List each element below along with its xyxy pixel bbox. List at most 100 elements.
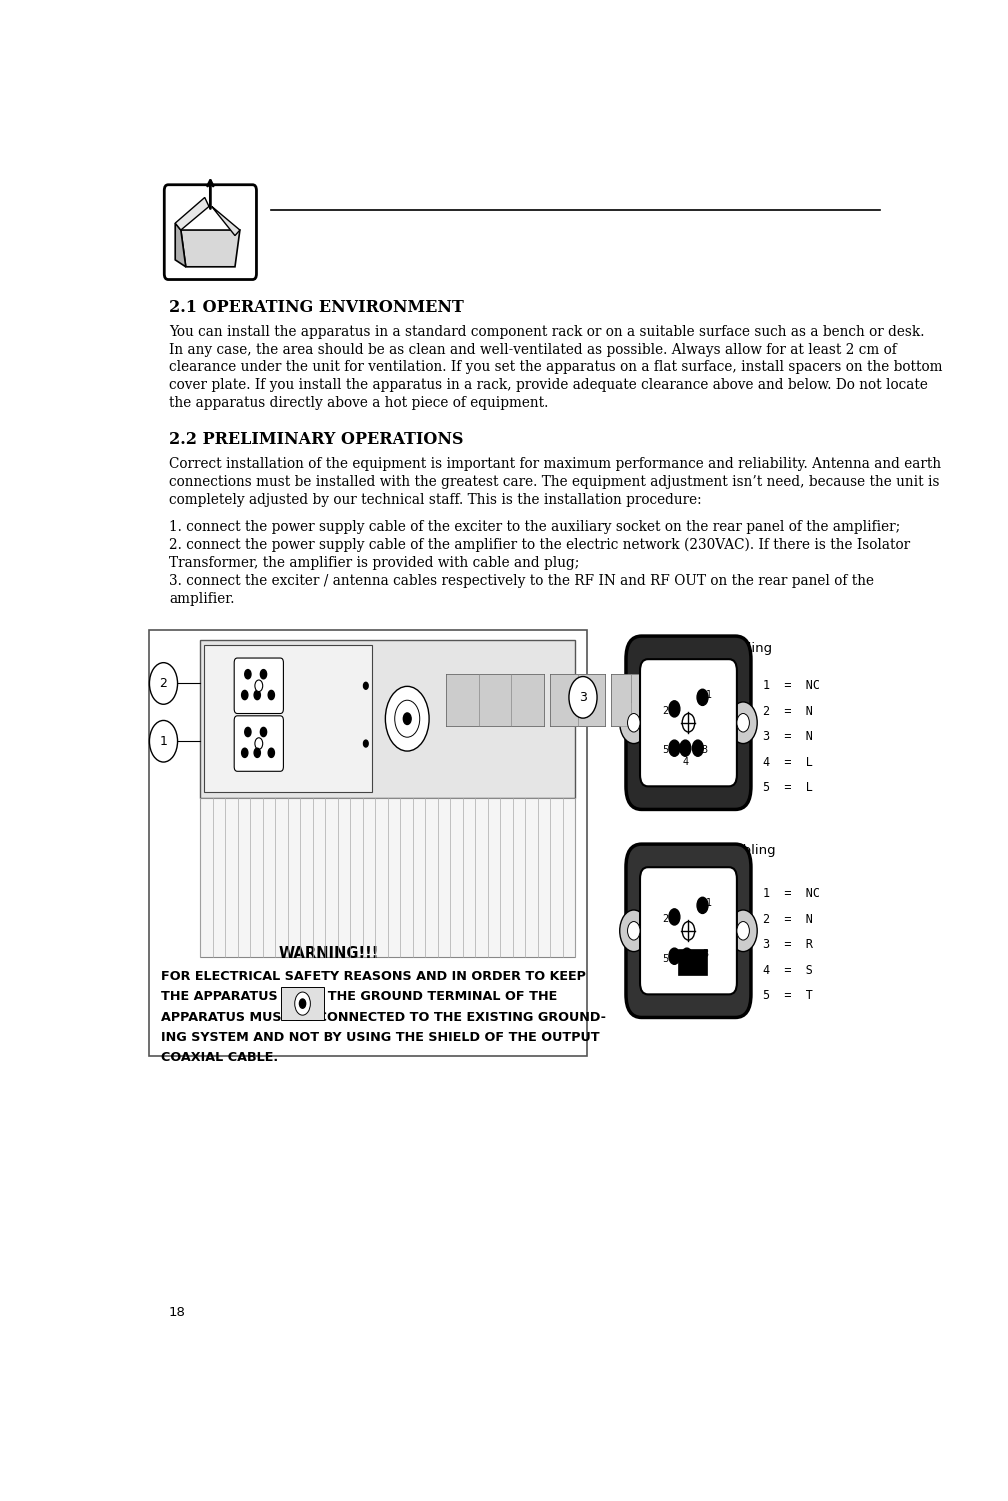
Text: completely adjusted by our technical staff. This is the installation procedure:: completely adjusted by our technical sta… (169, 492, 702, 507)
Circle shape (692, 740, 704, 757)
Circle shape (669, 740, 679, 757)
Polygon shape (175, 224, 185, 267)
Circle shape (620, 702, 648, 743)
Text: cover plate. If you install the apparatus in a rack, provide adequate clearance : cover plate. If you install the apparatu… (169, 378, 927, 392)
FancyBboxPatch shape (626, 636, 751, 809)
Circle shape (149, 720, 177, 763)
Bar (201, 799, 576, 958)
Circle shape (669, 949, 679, 964)
Text: 1: 1 (159, 735, 167, 747)
Bar (447, 674, 479, 726)
Polygon shape (175, 198, 209, 230)
Text: 2. connect the power supply cable of the amplifier to the electric network (230V: 2. connect the power supply cable of the… (169, 537, 910, 552)
Circle shape (729, 702, 757, 743)
Circle shape (698, 689, 708, 705)
Circle shape (364, 740, 368, 747)
Text: 5  =  L: 5 = L (763, 781, 812, 794)
Text: 5  =  T: 5 = T (763, 989, 812, 1003)
Circle shape (698, 898, 708, 914)
Text: 1. connect the power supply cable of the exciter to the auxiliary socket on the : 1. connect the power supply cable of the… (169, 519, 900, 534)
Circle shape (294, 992, 310, 1015)
Text: FOR ELECTRICAL SAFETY REASONS AND IN ORDER TO KEEP: FOR ELECTRICAL SAFETY REASONS AND IN ORD… (161, 970, 586, 983)
Text: 4  =  L: 4 = L (763, 755, 812, 769)
Circle shape (737, 922, 749, 940)
Text: WARNING!!!: WARNING!!! (279, 946, 379, 961)
Circle shape (364, 683, 368, 689)
Text: 1  =  NC: 1 = NC (763, 680, 820, 692)
Circle shape (681, 949, 692, 964)
Circle shape (254, 747, 260, 758)
Circle shape (682, 922, 695, 940)
Bar (631, 674, 650, 726)
Text: 1: 1 (706, 898, 712, 908)
FancyBboxPatch shape (626, 844, 751, 1018)
Circle shape (403, 713, 411, 725)
Text: APPARATUS MUST BE CONNECTED TO THE EXISTING GROUND-: APPARATUS MUST BE CONNECTED TO THE EXIST… (161, 1010, 606, 1024)
Text: 5: 5 (662, 953, 668, 964)
FancyBboxPatch shape (640, 659, 737, 787)
Circle shape (395, 699, 419, 737)
Text: the apparatus directly above a hot piece of equipment.: the apparatus directly above a hot piece… (169, 396, 548, 410)
Polygon shape (180, 230, 240, 267)
Bar (611, 674, 650, 726)
Circle shape (628, 922, 640, 940)
Circle shape (620, 910, 648, 952)
Text: You can install the apparatus in a standard component rack or on a suitable surf: You can install the apparatus in a stand… (169, 324, 924, 339)
Bar (550, 674, 578, 726)
Text: Correct installation of the equipment is important for maximum performance and r: Correct installation of the equipment is… (169, 456, 941, 471)
Text: 4: 4 (682, 757, 688, 767)
Text: 4  =  S: 4 = S (763, 964, 812, 977)
Text: 3: 3 (701, 746, 708, 755)
Text: Three-Phase cabling: Three-Phase cabling (640, 844, 776, 857)
Text: 3  =  R: 3 = R (763, 938, 812, 952)
Text: 2  =  N: 2 = N (763, 913, 812, 926)
Circle shape (242, 690, 248, 699)
Circle shape (737, 713, 749, 732)
Bar (280, 988, 325, 1019)
Text: 2: 2 (159, 677, 167, 690)
FancyBboxPatch shape (640, 868, 737, 994)
Text: 1  =  NC: 1 = NC (763, 887, 820, 901)
Text: 3: 3 (703, 949, 709, 959)
Circle shape (669, 701, 679, 717)
Text: 18: 18 (169, 1306, 185, 1318)
Text: 3  =  N: 3 = N (763, 729, 812, 743)
Text: 2  =  N: 2 = N (763, 704, 812, 717)
Text: amplifier.: amplifier. (169, 591, 235, 605)
Bar (447, 674, 544, 726)
Bar (511, 674, 544, 726)
Text: ING SYSTEM AND NOT BY USING THE SHIELD OF THE OUTPUT: ING SYSTEM AND NOT BY USING THE SHIELD O… (161, 1031, 600, 1043)
Circle shape (268, 690, 274, 699)
Circle shape (245, 728, 251, 737)
Text: 3. connect the exciter / antenna cables respectively to the RF IN and RF OUT on : 3. connect the exciter / antenna cables … (169, 573, 874, 588)
FancyBboxPatch shape (234, 716, 283, 772)
Bar (149, 630, 587, 1055)
FancyBboxPatch shape (234, 657, 283, 713)
Bar (204, 645, 372, 793)
Bar (611, 674, 631, 726)
Circle shape (385, 686, 429, 750)
Text: Transformer, the amplifier is provided with cable and plug;: Transformer, the amplifier is provided w… (169, 555, 580, 570)
Bar (479, 674, 511, 726)
Text: 5: 5 (662, 746, 668, 755)
Text: COAXIAL CABLE.: COAXIAL CABLE. (161, 1051, 278, 1064)
Text: Monophase cabling: Monophase cabling (643, 642, 772, 654)
Circle shape (679, 740, 690, 757)
Bar (677, 949, 708, 974)
Circle shape (149, 662, 177, 704)
Circle shape (260, 728, 266, 737)
Bar (578, 674, 605, 726)
Circle shape (628, 713, 640, 732)
Text: In any case, the area should be as clean and well-ventilated as possible. Always: In any case, the area should be as clean… (169, 342, 897, 357)
Bar (550, 674, 605, 726)
Circle shape (255, 680, 263, 692)
Text: connections must be installed with the greatest care. The equipment adjustment i: connections must be installed with the g… (169, 474, 939, 489)
Text: 2: 2 (662, 705, 668, 716)
Circle shape (254, 690, 260, 699)
Text: 3: 3 (579, 690, 587, 704)
Text: clearance under the unit for ventilation. If you set the apparatus on a flat sur: clearance under the unit for ventilation… (169, 360, 942, 374)
Text: THE APPARATUS SAFE, THE GROUND TERMINAL OF THE: THE APPARATUS SAFE, THE GROUND TERMINAL … (161, 991, 557, 1003)
Bar (201, 639, 576, 799)
Text: 2.1 OPERATING ENVIRONMENT: 2.1 OPERATING ENVIRONMENT (169, 299, 464, 317)
Polygon shape (212, 207, 240, 236)
